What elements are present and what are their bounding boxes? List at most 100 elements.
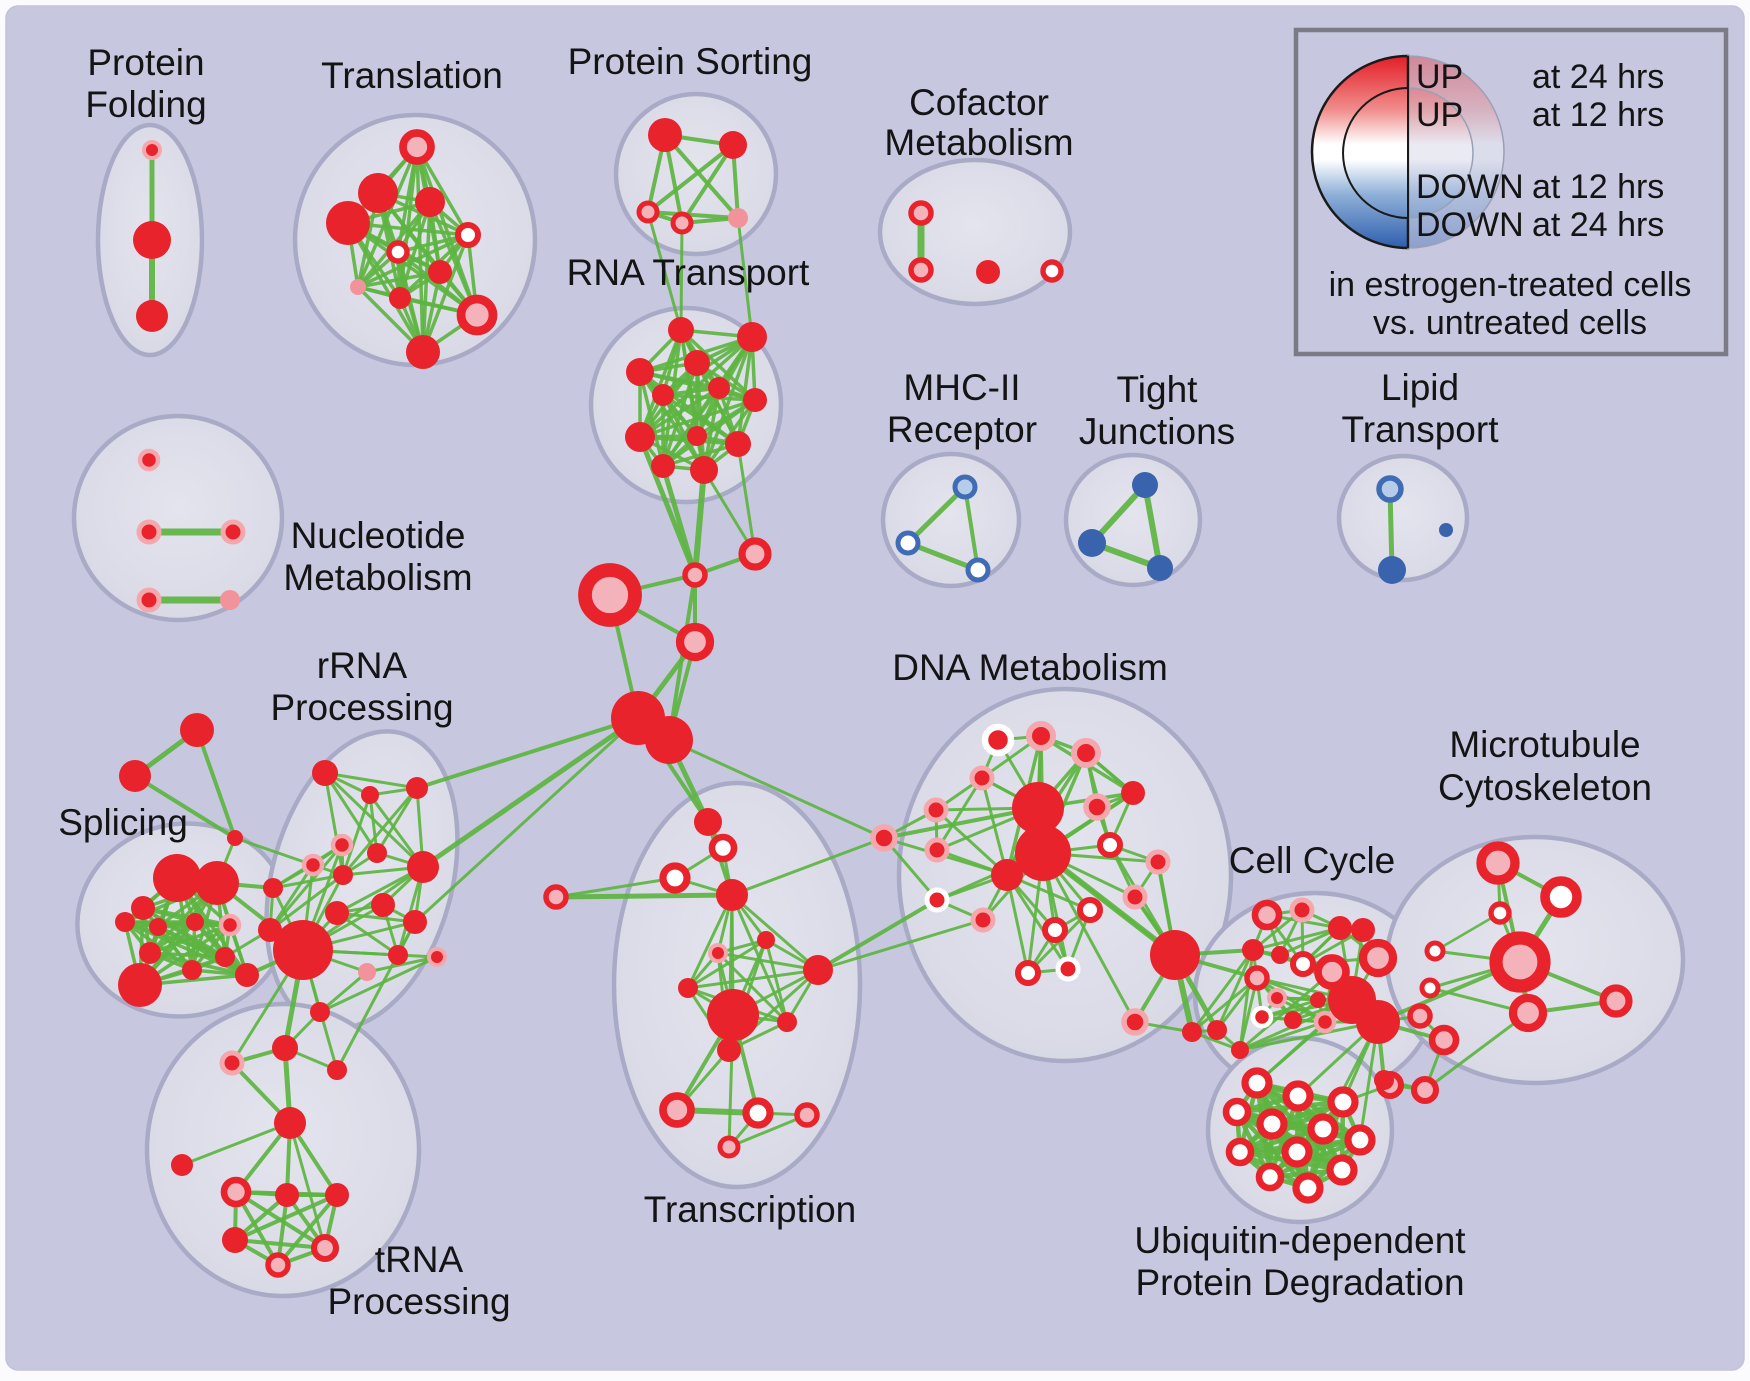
gene-node-u10 (1326, 1154, 1358, 1186)
gene-node-tc11 (707, 989, 759, 1041)
cluster-label-ubiquitin-degradation: Protein Degradation (1135, 1262, 1464, 1303)
gene-node-spl11 (235, 963, 259, 987)
gene-node-u1 (1241, 1067, 1273, 1099)
gene-node-mt8 (1599, 984, 1633, 1018)
gene-node-mt4 (1424, 940, 1446, 962)
gene-node-nm3 (220, 519, 246, 545)
gene-node-cm2 (908, 257, 934, 283)
gene-node-rt1 (668, 317, 694, 343)
interaction-edge (268, 843, 344, 932)
gene-node-tc2 (708, 833, 738, 863)
gene-node-ps2 (719, 131, 747, 159)
gene-node-mh1 (952, 474, 978, 500)
legend-direction-label: UP (1416, 58, 1463, 96)
gene-node-spl9 (182, 960, 202, 980)
gene-node-tj2 (1078, 529, 1106, 557)
gene-node-dm9 (991, 859, 1023, 891)
gene-node-rt10 (725, 431, 751, 457)
gene-node-mt5 (1489, 931, 1551, 993)
interaction-edge (323, 771, 419, 790)
interaction-edge (318, 970, 369, 1014)
gene-node-cc12 (1310, 992, 1326, 1008)
gene-node-cc7 (1358, 938, 1398, 978)
interaction-edge (730, 893, 820, 972)
interaction-edge (1238, 948, 1255, 1052)
gene-node-ps1 (648, 118, 682, 152)
interaction-edge (156, 925, 249, 977)
interaction-edge (667, 573, 697, 742)
interaction-edge (346, 221, 425, 354)
gene-node-cc20 (1313, 1010, 1337, 1034)
interaction-edge (415, 716, 640, 790)
gene-node-dm15 (1077, 897, 1103, 923)
interaction-edge (1142, 482, 1163, 571)
interaction-edge (667, 738, 886, 840)
interaction-edge (661, 393, 740, 446)
gene-node-cc13 (1284, 1011, 1302, 1029)
gene-node-t2 (358, 173, 398, 213)
cluster-label-protein-folding: Folding (85, 84, 206, 125)
interaction-edge (335, 911, 400, 957)
gene-node-pf1 (142, 140, 162, 160)
gene-node-rr17 (358, 963, 376, 981)
gene-node-mt7 (1508, 993, 1548, 1033)
interaction-edge (233, 836, 315, 867)
cluster-label-nucleotide-metabolism: Nucleotide (291, 515, 466, 556)
interaction-edge (268, 873, 345, 932)
gene-node-rt3 (626, 358, 654, 386)
cluster-label-mhc-ii-receptor: Receptor (887, 409, 1037, 450)
gene-node-t3 (415, 187, 445, 217)
interaction-edge (180, 1121, 292, 1167)
gene-node-dm8 (1015, 825, 1071, 881)
gene-node-rt2 (737, 322, 767, 352)
interaction-edge (638, 328, 683, 439)
gene-node-j2 (738, 537, 772, 571)
gene-node-lt2 (1378, 556, 1406, 584)
gene-node-dm4 (969, 765, 995, 791)
gene-node-rt11 (651, 454, 675, 478)
gene-node-j3 (578, 563, 642, 627)
gene-node-cm3 (976, 260, 1000, 284)
gene-node-rt9 (687, 426, 707, 446)
interaction-edge (1215, 948, 1255, 1032)
gene-node-dm5 (923, 797, 949, 823)
interaction-edge (686, 893, 734, 990)
cluster-label-ubiquitin-degradation: Ubiquitin-dependent (1134, 1220, 1466, 1261)
gene-node-ps4 (670, 211, 694, 235)
interaction-edge (341, 793, 372, 877)
interaction-edge (323, 771, 345, 877)
interaction-edge (356, 270, 442, 289)
gene-node-cc5 (1290, 951, 1316, 977)
gene-node-cc6 (1328, 916, 1352, 940)
gene-node-cc8 (1314, 954, 1350, 990)
gene-node-rr13 (407, 851, 439, 883)
interaction-edge (413, 716, 640, 924)
interaction-edge (318, 955, 439, 1014)
interaction-edge (934, 808, 1009, 877)
gene-node-t8 (350, 279, 366, 295)
interaction-edge (421, 233, 470, 354)
gene-node-dm1 (981, 723, 1015, 757)
gene-node-j4 (675, 622, 715, 662)
cluster-mhc-ii-receptor-ellipse (880, 451, 1022, 589)
gene-node-ps5 (728, 208, 748, 228)
legend-time-label: at 12 hrs (1532, 96, 1664, 134)
gene-node-rr14 (263, 878, 283, 898)
gene-node-nm1 (137, 448, 161, 472)
gene-node-rr4 (330, 833, 354, 857)
interaction-edge (268, 863, 315, 932)
cluster-label-trna-processing: Processing (327, 1281, 510, 1322)
cluster-label-tight-junctions: Tight (1117, 369, 1199, 410)
gene-node-rr12 (403, 910, 427, 934)
gene-node-bd1 (870, 824, 898, 852)
gene-node-tj1 (1132, 472, 1158, 498)
gene-node-dm20 (970, 907, 996, 933)
gene-node-tn2 (219, 1050, 245, 1076)
gene-node-tc4 (716, 879, 748, 911)
gene-node-cc10 (1250, 1005, 1274, 1029)
interaction-edge (882, 806, 1040, 840)
gene-node-rr11 (371, 893, 395, 917)
gene-node-u5 (1256, 1108, 1288, 1140)
